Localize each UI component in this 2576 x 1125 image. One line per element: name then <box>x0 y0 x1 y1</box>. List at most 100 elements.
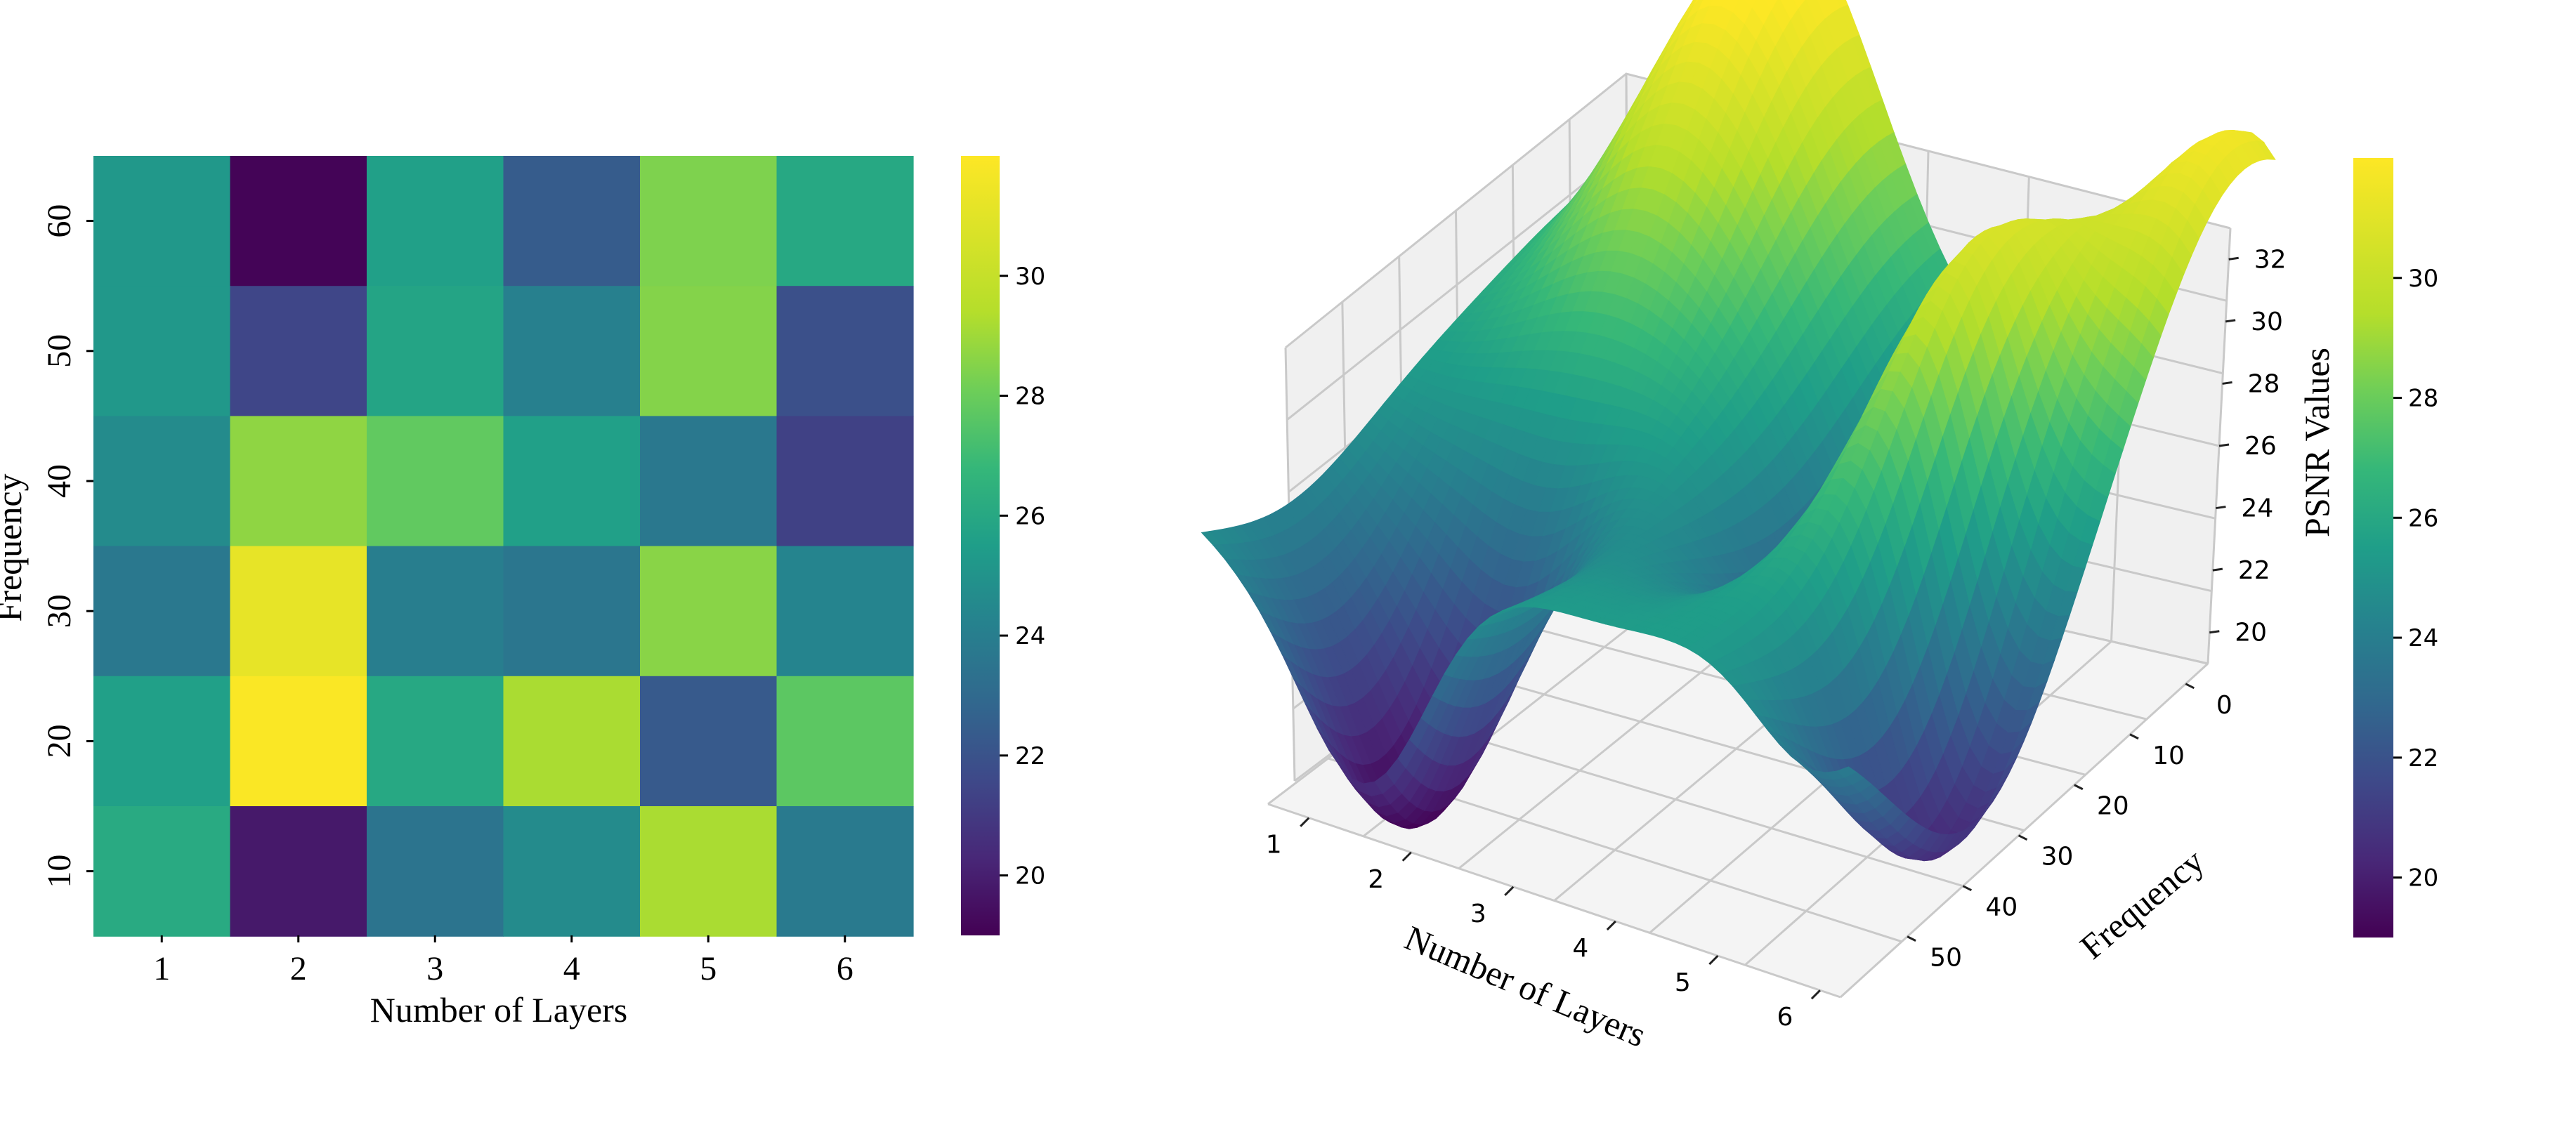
surface-colorbar: 20 22 24 26 28 30 <box>2353 158 2438 938</box>
heatmap-cell <box>93 286 231 416</box>
heatmap-colorbar-tick-label: 26 <box>1015 502 1045 530</box>
surface-z-axis-label: PSNR Values <box>2297 348 2336 537</box>
surface-colorbar-ticks: 20 22 24 26 28 30 <box>2393 265 2438 893</box>
heatmap-y-tick-label: 10 <box>41 855 78 888</box>
heatmap-cell <box>776 156 914 287</box>
surface-y-tick-label: 40 <box>1985 893 2018 922</box>
heatmap-x-tick-label: 6 <box>837 950 854 987</box>
heatmap-cell <box>503 286 641 416</box>
surface-y-axis-label: Frequency <box>2072 841 2211 967</box>
heatmap-cell <box>93 806 231 937</box>
surface-z-tick-label: 32 <box>2254 245 2287 274</box>
heatmap-colorbar-tick-label: 22 <box>1015 742 1045 770</box>
surface-z-tick-label: 26 <box>2244 432 2277 461</box>
surface-colorbar-tick-label: 30 <box>2408 265 2438 293</box>
surface-y-tick-mark <box>2185 683 2195 690</box>
heatmap-x-tick-label: 4 <box>563 950 580 987</box>
surface-x-tick-mark <box>1300 817 1310 827</box>
surface-x-ticks: 1 2 3 4 5 6 <box>1266 817 1821 1032</box>
heatmap-cell <box>640 546 778 677</box>
heatmap-cell <box>640 286 778 416</box>
heatmap-cell <box>367 286 504 416</box>
heatmap-colorbar-tick-label: 28 <box>1015 383 1045 411</box>
heatmap-cell <box>93 416 231 547</box>
heatmap-cell <box>367 416 504 547</box>
heatmap-cell <box>776 806 914 937</box>
surface-z-tick-mark <box>2228 256 2239 261</box>
heatmap-y-tick-label: 60 <box>41 204 78 238</box>
surface-colorbar-tick-label: 26 <box>2408 504 2438 532</box>
surface-x-tick-mark <box>1810 989 1821 1000</box>
heatmap-cell <box>367 546 504 677</box>
heatmap-cell <box>503 416 641 547</box>
surface-colorbar-gradient <box>2353 158 2393 938</box>
surface-y-tick-label: 30 <box>2041 843 2074 871</box>
heatmap-cell <box>230 546 367 677</box>
surface-y-tick-mark <box>1907 935 1916 942</box>
heatmap-cell <box>503 676 641 807</box>
surface-colorbar-tick-label: 22 <box>2408 744 2438 772</box>
surface-x-tick-mark <box>1401 851 1412 862</box>
heatmap-y-ticks: 60 50 40 30 20 10 <box>41 204 93 888</box>
heatmap-cell <box>367 156 504 287</box>
surface-y-tick-label: 0 <box>2216 691 2232 720</box>
floor-gridline <box>1839 662 2209 999</box>
heatmap-y-tick-label: 30 <box>41 594 78 628</box>
surface-z-tick-mark <box>2212 567 2223 572</box>
surface-y-tick-label: 10 <box>2152 742 2185 770</box>
surface-z-tick-label: 30 <box>2251 308 2283 336</box>
surface-z-tick-label: 28 <box>2248 369 2280 398</box>
surface-x-tick-label: 4 <box>1572 934 1588 963</box>
surface-y-tick-mark <box>2018 834 2028 841</box>
heatmap-cell <box>93 676 231 807</box>
heatmap-y-tick-label: 40 <box>41 464 78 498</box>
surface-z-tick-mark <box>2216 506 2226 510</box>
surface-colorbar-tick-label: 24 <box>2408 624 2438 652</box>
surface-colorbar-tick-label: 28 <box>2408 385 2438 413</box>
heatmap-y-axis-label: Frequency <box>0 473 29 621</box>
heatmap-cell <box>776 546 914 677</box>
surface-x-tick-mark <box>1708 955 1719 966</box>
heatmap-cell <box>776 676 914 807</box>
surface-z-tick-mark <box>2218 443 2230 447</box>
heatmap-colorbar-tick-label: 24 <box>1015 622 1045 650</box>
surface-panel: 1 2 3 4 5 6 0 10 20 30 40 50 20 22 24 26 28 30 32 Number… <box>1201 0 2438 1055</box>
heatmap-y-tick-label: 20 <box>41 724 78 758</box>
surface-mesh <box>1201 0 2276 862</box>
surface-x-axis-label: Number of Layers <box>1399 918 1652 1055</box>
heatmap-cell <box>640 676 778 807</box>
heatmap-cell <box>640 416 778 547</box>
surface-x-tick-label: 3 <box>1470 900 1486 928</box>
surface-z-tick-label: 22 <box>2238 556 2270 585</box>
surface-y-tick-label: 20 <box>2097 792 2129 821</box>
pane-gridline <box>1285 72 2231 349</box>
heatmap-cell <box>230 156 367 287</box>
heatmap-cell <box>230 806 367 937</box>
heatmap-colorbar-ticks: 20 22 24 26 28 30 <box>1000 263 1045 890</box>
heatmap-colorbar-tick-label: 20 <box>1015 862 1045 890</box>
surface-x-tick-mark <box>1606 920 1616 931</box>
heatmap-panel: 1 2 3 4 5 6 60 50 40 30 20 10 Number of Layers Fre… <box>0 156 1045 1029</box>
surface-y-tick-mark <box>1962 885 1973 892</box>
heatmap-y-tick-label: 50 <box>41 334 78 368</box>
heatmap-cell <box>93 156 231 287</box>
surface-y-tick-label: 50 <box>1930 944 1962 973</box>
heatmap-x-tick-label: 3 <box>426 950 443 987</box>
surface-z-tick-mark <box>2225 319 2236 323</box>
surface-y-tick-mark <box>2074 784 2084 791</box>
heatmap-cell <box>776 286 914 416</box>
heatmap-cell <box>640 156 778 287</box>
heatmap-cell <box>503 156 641 287</box>
surface-x-tick-label: 2 <box>1368 865 1384 894</box>
surface-colorbar-tick-label: 20 <box>2408 864 2438 893</box>
surface-x-tick-mark <box>1504 886 1515 896</box>
heatmap-x-tick-label: 2 <box>290 950 307 987</box>
heatmap-cell <box>93 546 231 677</box>
heatmap-cell <box>503 806 641 937</box>
heatmap-cell <box>230 676 367 807</box>
heatmap-cells <box>93 156 914 937</box>
heatmap-cell <box>640 806 778 937</box>
heatmap-colorbar: 20 22 24 26 28 30 <box>961 156 1045 935</box>
heatmap-cell <box>230 416 367 547</box>
